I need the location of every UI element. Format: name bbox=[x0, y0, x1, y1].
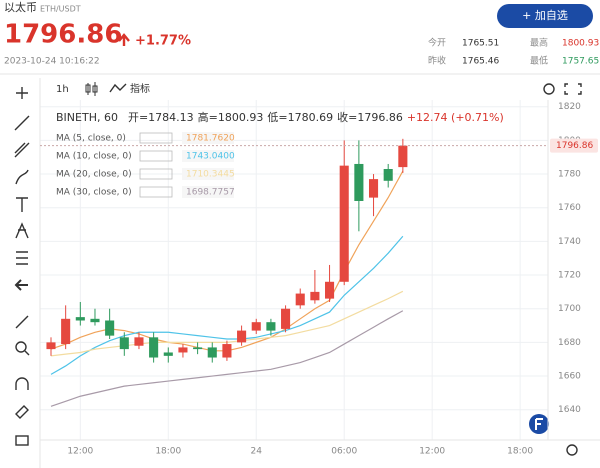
chart-type-icon[interactable] bbox=[85, 82, 98, 96]
ohlc-info: 低=1780.69 bbox=[267, 111, 333, 124]
legend-value: 1698.7757 bbox=[186, 188, 235, 198]
legend-value-bg bbox=[182, 132, 234, 144]
candle-body bbox=[251, 322, 261, 331]
candle-body bbox=[134, 337, 144, 346]
legend-name: MA (5, close, 0) bbox=[56, 134, 126, 144]
fullscreen-icon[interactable] bbox=[564, 83, 582, 95]
add-watchlist-label[interactable]: + 加自选 bbox=[522, 9, 568, 22]
legend-value-bg bbox=[182, 186, 234, 198]
stat-label: 今开 bbox=[428, 37, 446, 49]
stat-value: 1800.93 bbox=[562, 39, 599, 49]
axis-settings-icon[interactable] bbox=[566, 444, 578, 456]
asset-pair: ETH/USDT bbox=[40, 5, 81, 14]
candle-body bbox=[119, 337, 129, 350]
legend-value-bg bbox=[182, 150, 234, 162]
stat-label: 昨收 bbox=[428, 55, 446, 67]
asset-name: 以太币 bbox=[4, 1, 37, 14]
y-tick-label: 1820 bbox=[558, 102, 581, 112]
legend-buttons bbox=[139, 168, 173, 180]
last-price-label: 1796.86 bbox=[556, 141, 593, 151]
candle-body bbox=[178, 347, 188, 353]
y-tick-label: 1740 bbox=[558, 237, 581, 247]
candle-body bbox=[310, 291, 320, 301]
legend-value-bg bbox=[182, 168, 234, 180]
candle-body bbox=[163, 352, 173, 356]
ohlc-info: 高=1800.93 bbox=[198, 110, 264, 124]
candle-body bbox=[46, 342, 56, 350]
stat-label: 最低 bbox=[530, 55, 548, 67]
legend-name: MA (30, close, 0) bbox=[56, 188, 132, 198]
legend-buttons bbox=[139, 186, 173, 198]
legend-buttons bbox=[139, 132, 173, 144]
candle-body bbox=[281, 308, 291, 329]
logo-mark bbox=[535, 418, 543, 430]
y-tick-label: 1760 bbox=[558, 203, 581, 213]
indicator-button[interactable]: 指标 bbox=[130, 82, 150, 95]
up-arrow bbox=[118, 33, 130, 46]
candle-body bbox=[383, 169, 393, 181]
ma-line bbox=[50, 310, 404, 407]
candle-body bbox=[237, 330, 247, 343]
stat-value: 1765.46 bbox=[462, 57, 499, 67]
y-tick-label: 1640 bbox=[558, 405, 581, 415]
x-tick-label: 12:00 bbox=[419, 447, 445, 457]
ma-line bbox=[50, 170, 404, 352]
x-tick-label: 18:00 bbox=[507, 447, 533, 457]
candle-body bbox=[207, 347, 217, 358]
legend-name: MA (10, close, 0) bbox=[56, 152, 132, 162]
candle-body bbox=[193, 347, 203, 350]
candle-body bbox=[295, 293, 305, 306]
timestamp: 2023-10-24 10:16:22 bbox=[4, 57, 100, 67]
candle-body bbox=[105, 320, 115, 336]
stat-value: 1757.65 bbox=[562, 57, 599, 67]
candle-body bbox=[398, 145, 408, 168]
y-tick-label: 1700 bbox=[558, 304, 581, 314]
settings-icon[interactable] bbox=[543, 83, 555, 95]
candle-body bbox=[368, 179, 379, 198]
y-tick-label: 1660 bbox=[558, 372, 581, 382]
change: +1.77% bbox=[135, 34, 191, 49]
candle-body bbox=[325, 281, 335, 299]
ma-line bbox=[50, 235, 404, 375]
x-tick-label: 06:00 bbox=[331, 447, 357, 457]
y-tick-label: 1680 bbox=[558, 338, 581, 348]
legend-buttons bbox=[139, 150, 173, 162]
candle-body bbox=[75, 317, 85, 321]
stat-label: 最高 bbox=[530, 37, 548, 49]
legend-name: MA (20, close, 0) bbox=[56, 170, 132, 180]
last-price-tag bbox=[550, 138, 598, 153]
legend-value: 1710.3445 bbox=[186, 170, 235, 180]
legend-value: 1743.0400 bbox=[186, 152, 235, 162]
candle-body bbox=[149, 337, 159, 358]
symbol: BINETH, 60 bbox=[56, 111, 118, 124]
interval[interactable]: 1h bbox=[56, 84, 69, 95]
ohlc-info: 收=1796.86 bbox=[337, 110, 403, 124]
candle-body bbox=[90, 318, 100, 323]
add-watchlist-button[interactable] bbox=[497, 4, 593, 28]
y-tick-label: 1780 bbox=[558, 170, 581, 180]
price: 1796.86 bbox=[4, 20, 122, 50]
candle-body bbox=[61, 318, 71, 345]
ohlc-info: 开=1784.13 bbox=[128, 111, 194, 124]
x-tick-label: 12:00 bbox=[67, 447, 93, 457]
candle-body bbox=[222, 344, 232, 358]
legend-value: 1781.7620 bbox=[186, 134, 235, 144]
ohlc-info: +12.74 (+0.71%) bbox=[407, 111, 504, 124]
candle-body bbox=[354, 163, 364, 201]
candle-body bbox=[339, 165, 349, 282]
x-tick-label: 18:00 bbox=[155, 447, 181, 457]
indicator-icon[interactable] bbox=[109, 83, 127, 93]
y-tick-label: 1720 bbox=[558, 271, 581, 281]
stat-value: 1765.51 bbox=[462, 39, 499, 49]
candle-body bbox=[266, 322, 276, 331]
drawing-tools[interactable] bbox=[14, 87, 30, 446]
x-tick-label: 24 bbox=[251, 447, 263, 457]
